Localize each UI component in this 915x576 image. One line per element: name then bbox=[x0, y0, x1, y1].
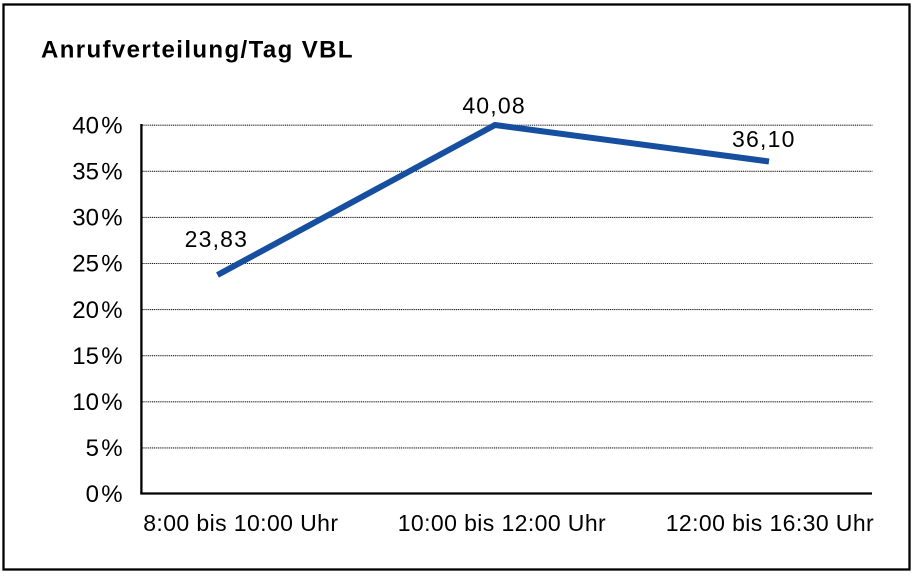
svg-text:23,83: 23,83 bbox=[185, 226, 249, 252]
svg-text:35: 35 bbox=[72, 159, 99, 186]
svg-text:%: % bbox=[101, 389, 122, 416]
svg-text:%: % bbox=[101, 297, 122, 324]
svg-text:8:00 bis 10:00 Uhr: 8:00 bis 10:00 Uhr bbox=[143, 510, 338, 536]
svg-text:10:00 bis 12:00 Uhr: 10:00 bis 12:00 Uhr bbox=[398, 510, 606, 536]
svg-text:40: 40 bbox=[72, 112, 99, 139]
svg-text:%: % bbox=[101, 481, 122, 508]
svg-text:30: 30 bbox=[72, 205, 99, 232]
svg-text:40,08: 40,08 bbox=[462, 93, 526, 119]
svg-text:%: % bbox=[101, 159, 122, 186]
svg-text:%: % bbox=[101, 343, 122, 370]
svg-text:25: 25 bbox=[72, 251, 99, 278]
svg-text:20: 20 bbox=[72, 297, 99, 324]
svg-text:Anrufverteilung/Tag VBL: Anrufverteilung/Tag VBL bbox=[41, 37, 354, 64]
svg-text:15: 15 bbox=[72, 343, 99, 370]
svg-text:%: % bbox=[101, 205, 122, 232]
svg-text:0: 0 bbox=[86, 481, 99, 508]
svg-text:36,10: 36,10 bbox=[732, 126, 796, 152]
svg-text:%: % bbox=[101, 435, 122, 462]
svg-text:12:00 bis 16:30 Uhr: 12:00 bis 16:30 Uhr bbox=[666, 510, 874, 536]
svg-text:%: % bbox=[101, 251, 122, 278]
svg-text:10: 10 bbox=[72, 389, 99, 416]
svg-text:%: % bbox=[101, 112, 122, 139]
svg-text:5: 5 bbox=[86, 435, 99, 462]
